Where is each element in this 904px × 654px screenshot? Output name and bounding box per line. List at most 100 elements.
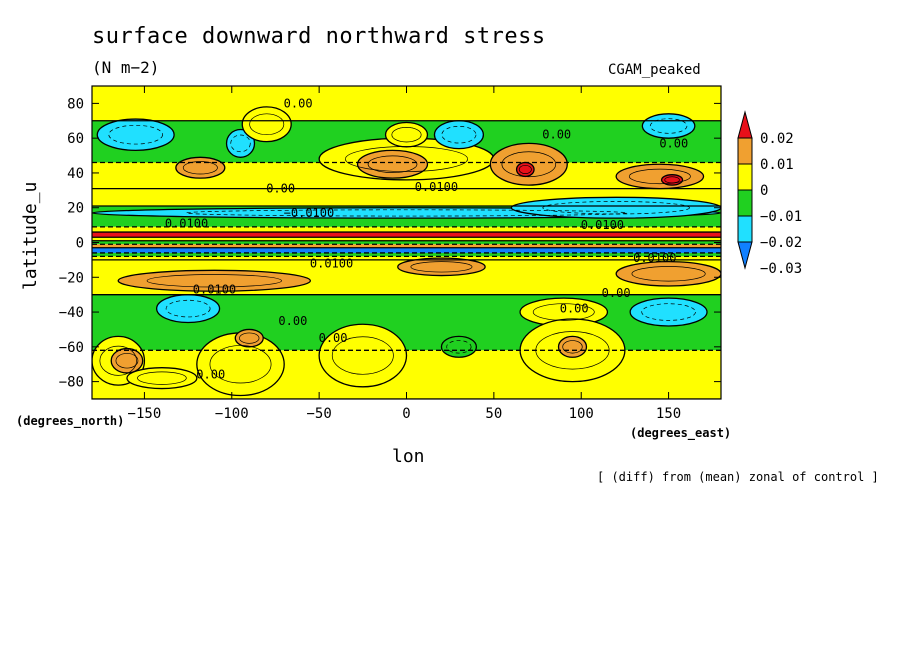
x-tick-label-1: −100 <box>215 406 249 422</box>
colorbar-label-0: 0.02 <box>760 131 794 147</box>
blob-3 <box>241 106 292 143</box>
y-tick-label-1: 60 <box>67 131 84 147</box>
contour-label-8: 0.0100 <box>310 256 353 270</box>
x-axis-units: (degrees_east) <box>630 426 732 440</box>
contour-ring-22 <box>115 353 139 369</box>
contour-label-7: 0.0100 <box>581 218 624 232</box>
contour-ring-7 <box>391 127 422 143</box>
blob-15 <box>117 269 312 292</box>
x-tick-label-6: 150 <box>656 406 681 422</box>
contour-ring-3 <box>249 113 285 136</box>
y-tick-label-8: −80 <box>59 375 84 391</box>
contour-label-2: 0.00 <box>659 136 688 150</box>
contour-label-5: −0.0100 <box>284 206 335 220</box>
dataset-label: CGAM_peaked <box>608 62 701 78</box>
x-tick-label-4: 50 <box>485 406 502 422</box>
contour-labels: 0.00 0.00 0.00 0.00 0.0100 −0.0100 0.0100 0.010… <box>165 96 688 381</box>
contour-label-13: 0.00 <box>278 314 307 328</box>
contour-ring-8 <box>501 151 557 178</box>
colorbar-cell-0 <box>737 137 753 165</box>
chart-title: surface downward northward stress <box>92 24 546 49</box>
contour-lines <box>92 113 721 399</box>
band-12 <box>92 256 721 260</box>
blob-29 <box>440 335 478 358</box>
contour-ring-12 <box>649 118 688 134</box>
blob-12 <box>641 113 696 139</box>
contour-ring-13 <box>186 209 627 217</box>
blob-25 <box>318 323 408 388</box>
x-tick-label-5: 100 <box>569 406 594 422</box>
contour-ring-23 <box>209 345 272 384</box>
y-tick-label-0: 80 <box>67 96 84 112</box>
band-8 <box>92 240 721 245</box>
y-axis-units: (degrees_north) <box>16 414 125 428</box>
y-tick-label-2: 40 <box>67 166 84 182</box>
y-tick-label-4: 0 <box>76 236 84 252</box>
contour-ring-28 <box>137 371 187 385</box>
contour-label-6: 0.0100 <box>165 216 208 230</box>
contour-ring-21 <box>99 345 137 376</box>
colorbar-cell-1 <box>737 163 753 191</box>
contour-label-1: 0.00 <box>542 128 571 142</box>
colorbar-cell-2 <box>737 189 753 217</box>
blob-27 <box>557 335 588 358</box>
contour-label-15: 0.00 <box>319 331 348 345</box>
footnote: [ (diff) from (mean) zonal of control ] <box>597 470 879 484</box>
contour-ring-24 <box>239 332 260 344</box>
contour-ring-1 <box>182 161 218 175</box>
blob-19 <box>629 297 708 327</box>
colorbar-label-5: −0.03 <box>760 261 802 277</box>
x-tick-label-2: −50 <box>306 406 331 422</box>
band-9 <box>92 244 721 248</box>
x-axis-label: lon <box>392 446 425 467</box>
contour-label-11: 0.00 <box>602 286 631 300</box>
colorbar-label-2: 0 <box>760 183 768 199</box>
y-axis: 80 60 40 20 0 −20 −40 −60 −80 <box>59 96 721 391</box>
contour-ring-2 <box>230 134 251 153</box>
band-11 <box>92 252 721 257</box>
blob-14 <box>510 196 721 219</box>
contour-label-4: 0.0100 <box>415 180 458 194</box>
blob-16 <box>397 257 486 277</box>
blob-24 <box>234 328 264 348</box>
y-tick-label-7: −60 <box>59 340 84 356</box>
contour-ring-9 <box>518 164 532 174</box>
contour-label-14: 0.00 <box>196 368 225 382</box>
y-tick-label-6: −40 <box>59 305 84 321</box>
contour-ring-19 <box>641 303 696 321</box>
contour-label-12: 0.00 <box>560 302 589 316</box>
colorbar-label-4: −0.02 <box>760 235 802 251</box>
contour-ring-5 <box>367 155 418 173</box>
contour-ring-29 <box>446 340 472 354</box>
colorbar-label-1: 0.01 <box>760 157 794 173</box>
chart-units: (N m−2) <box>92 58 160 77</box>
colorbar-bottom-arrow <box>737 241 753 270</box>
x-tick-label-3: 0 <box>402 406 410 422</box>
contour-ring-27 <box>562 340 583 354</box>
blob-0 <box>96 118 175 151</box>
contour-ring-20 <box>532 303 595 321</box>
band-10 <box>92 247 721 253</box>
contour-ring-17 <box>631 266 706 282</box>
contour-ring-6 <box>441 125 477 144</box>
contour-ring-0 <box>108 124 163 145</box>
y-axis-label: latitude_u <box>20 181 41 290</box>
contour-ring-14 <box>542 201 690 215</box>
contour-label-9: 0.0100 <box>633 251 676 265</box>
contour-ring-4 <box>344 146 469 172</box>
contour-label-3: 0.00 <box>266 182 295 196</box>
colorbar: 0.02 0.01 0 −0.01 −0.02 −0.03 <box>737 110 802 277</box>
colorbar-top-arrow <box>737 110 753 139</box>
contour-label-0: 0.00 <box>284 96 313 110</box>
colorbar-cell-3 <box>737 215 753 243</box>
contour-ring-26 <box>535 331 610 370</box>
contour-ring-11 <box>664 176 680 184</box>
contour-ring-18 <box>165 299 211 318</box>
band-5 <box>92 226 721 233</box>
y-tick-label-3: 20 <box>67 201 84 217</box>
contour-ring-15 <box>146 274 282 288</box>
y-tick-label-5: −20 <box>59 270 84 286</box>
blob-2 <box>225 128 256 158</box>
x-axis: −150 −100 −50 0 50 100 150 <box>128 86 681 422</box>
